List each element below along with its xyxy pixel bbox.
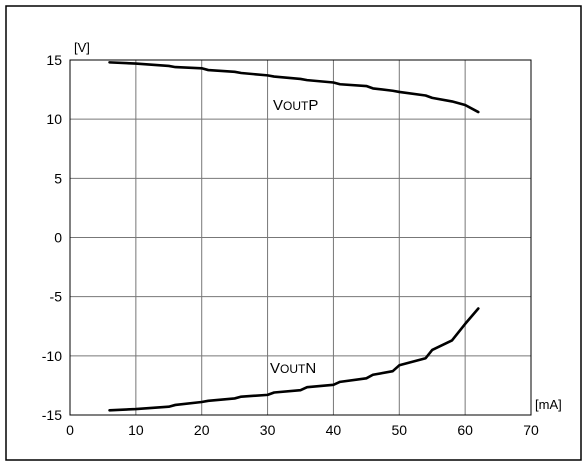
x-axis-unit: [mA] — [535, 397, 562, 412]
y-tick-label: 0 — [54, 230, 62, 246]
series-label-1: VOUTP — [273, 97, 318, 114]
y-tick-label: -10 — [42, 348, 62, 364]
series-line-1 — [108, 61, 480, 114]
y-tick-label: 5 — [54, 170, 62, 186]
x-tick-label: 50 — [391, 422, 407, 438]
y-axis-ticks: 15 10 5 0 -5 -10 -15 — [42, 52, 62, 423]
x-tick-label: 20 — [194, 422, 210, 438]
series-label-suffix: N — [305, 360, 316, 377]
y-tick-label: -5 — [50, 289, 63, 305]
x-tick-label: 0 — [66, 422, 74, 438]
series-label-main: V — [270, 360, 280, 377]
y-tick-label: 15 — [46, 52, 62, 68]
series-label-sub: OUT — [283, 99, 309, 113]
series-label-sub: OUT — [280, 362, 306, 376]
x-tick-label: 60 — [457, 422, 473, 438]
x-tick-label: 40 — [326, 422, 342, 438]
x-tick-label: 70 — [523, 422, 539, 438]
plot-border — [69, 59, 532, 416]
y-tick-label: -15 — [42, 407, 62, 423]
y-tick-label: 10 — [46, 111, 62, 127]
chart-frame — [5, 5, 582, 461]
series-line-2 — [108, 307, 480, 412]
series-label-suffix: P — [308, 97, 318, 114]
series-label-main: V — [273, 97, 283, 114]
x-axis-ticks: 0 10 20 30 40 50 60 70 — [66, 422, 539, 438]
x-tick-label: 30 — [260, 422, 276, 438]
y-axis-unit: [V] — [74, 40, 90, 55]
x-tick-label: 10 — [128, 422, 144, 438]
series-label-2: VOUTN — [270, 360, 316, 377]
